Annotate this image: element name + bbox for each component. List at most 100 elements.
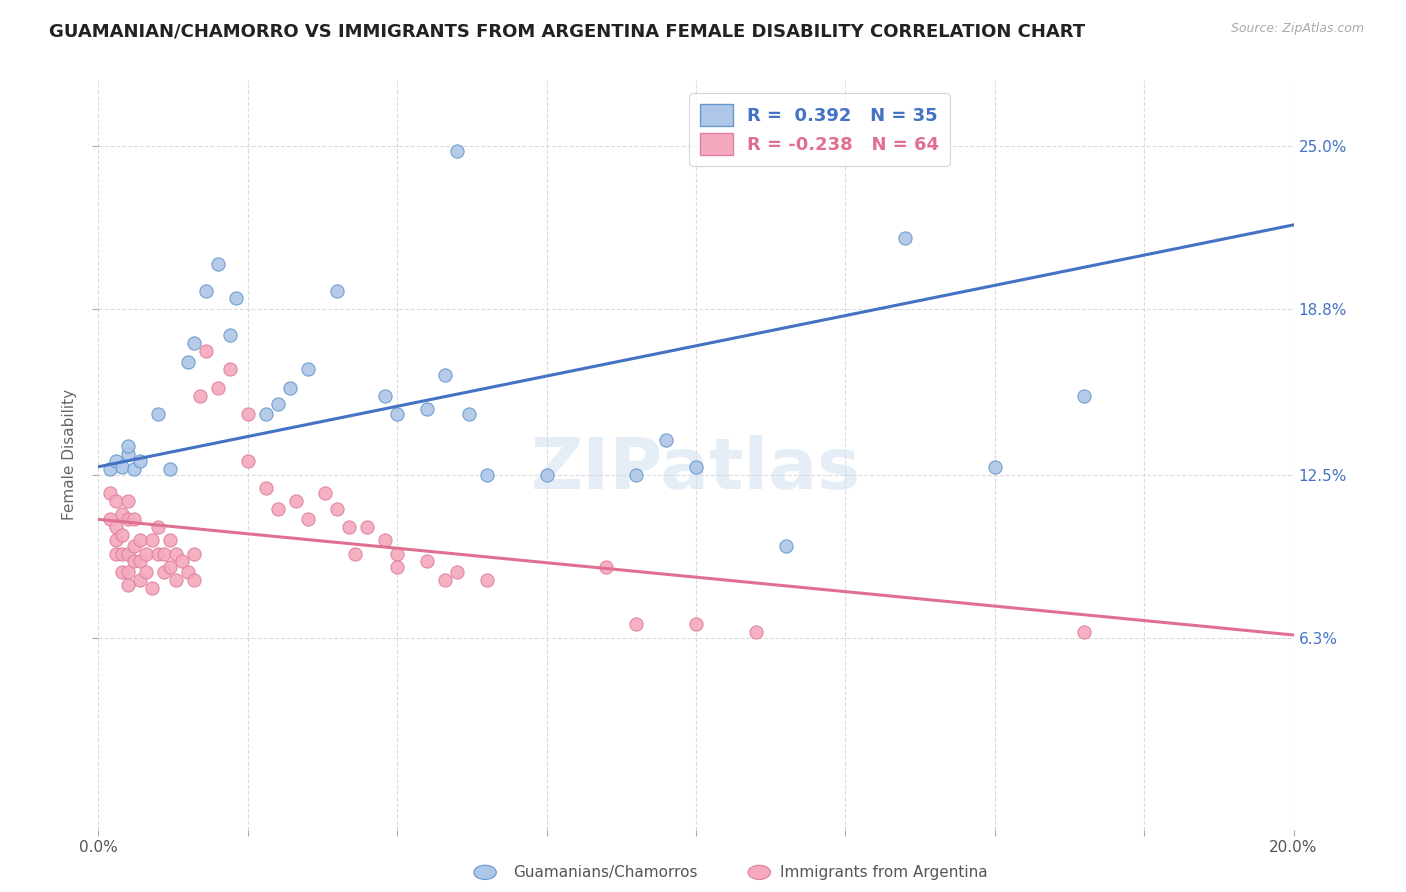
Point: [98, 486, 122, 500]
Point: [326, 501, 349, 516]
Point: [267, 501, 290, 516]
Point: [374, 533, 396, 548]
Point: [135, 547, 157, 561]
Point: [278, 381, 301, 395]
Text: ZIPatlas: ZIPatlas: [531, 435, 860, 504]
Point: [105, 520, 128, 534]
Point: [236, 407, 259, 421]
Point: [297, 362, 319, 376]
Point: [344, 547, 367, 561]
Point: [111, 565, 134, 579]
Text: GUAMANIAN/CHAMORRO VS IMMIGRANTS FROM ARGENTINA FEMALE DISABILITY CORRELATION CH: GUAMANIAN/CHAMORRO VS IMMIGRANTS FROM AR…: [49, 22, 1085, 40]
Point: [183, 547, 205, 561]
Point: [98, 512, 122, 526]
Point: [148, 520, 170, 534]
Point: [536, 467, 558, 482]
Point: [446, 565, 468, 579]
Point: [117, 494, 139, 508]
Point: [124, 539, 146, 553]
Point: [254, 481, 277, 495]
Point: [117, 578, 139, 592]
Point: [475, 573, 498, 587]
Point: [225, 292, 247, 306]
Point: [685, 617, 707, 632]
Point: [775, 539, 797, 553]
Point: [207, 257, 229, 271]
Text: Immigrants from Argentina: Immigrants from Argentina: [780, 865, 988, 880]
Text: Guamanians/Chamorros: Guamanians/Chamorros: [513, 865, 697, 880]
Point: [117, 565, 139, 579]
Legend: R =  0.392   N = 35, R = -0.238   N = 64: R = 0.392 N = 35, R = -0.238 N = 64: [689, 93, 950, 166]
Point: [626, 617, 648, 632]
Point: [159, 533, 181, 548]
Text: Source: ZipAtlas.com: Source: ZipAtlas.com: [1230, 22, 1364, 36]
Point: [1073, 389, 1095, 403]
Point: [339, 520, 361, 534]
Point: [165, 547, 187, 561]
Point: [219, 362, 242, 376]
Point: [111, 547, 134, 561]
Point: [98, 462, 122, 476]
Point: [159, 559, 181, 574]
Point: [165, 573, 187, 587]
Point: [141, 581, 163, 595]
Point: [207, 381, 229, 395]
Point: [148, 407, 170, 421]
Point: [385, 547, 409, 561]
Point: [153, 565, 176, 579]
Point: [129, 554, 152, 568]
Point: [195, 284, 218, 298]
Point: [745, 625, 768, 640]
Point: [129, 533, 152, 548]
Point: [141, 533, 163, 548]
Point: [374, 389, 396, 403]
Point: [195, 344, 218, 359]
Point: [153, 547, 176, 561]
Point: [595, 559, 617, 574]
Point: [685, 459, 707, 474]
Point: [446, 145, 468, 159]
Point: [219, 328, 242, 343]
Point: [177, 354, 200, 368]
Point: [124, 554, 146, 568]
Point: [254, 407, 277, 421]
Point: [111, 528, 134, 542]
Point: [117, 547, 139, 561]
Point: [124, 462, 146, 476]
Point: [124, 512, 146, 526]
Point: [416, 554, 439, 568]
Point: [1073, 625, 1095, 640]
Point: [111, 459, 134, 474]
Point: [385, 559, 409, 574]
Point: [356, 520, 378, 534]
Point: [183, 573, 205, 587]
Point: [434, 573, 457, 587]
Y-axis label: Female Disability: Female Disability: [62, 389, 77, 521]
Point: [297, 512, 319, 526]
Point: [284, 494, 307, 508]
Point: [159, 462, 181, 476]
Point: [183, 336, 205, 351]
Point: [894, 231, 917, 245]
Point: [458, 407, 481, 421]
Point: [236, 454, 259, 468]
Point: [105, 547, 128, 561]
Point: [655, 434, 678, 448]
Point: [117, 512, 139, 526]
Point: [129, 454, 152, 468]
Point: [117, 447, 139, 461]
Point: [315, 486, 337, 500]
Point: [105, 454, 128, 468]
Point: [626, 467, 648, 482]
Point: [148, 547, 170, 561]
Point: [117, 439, 139, 453]
Point: [267, 397, 290, 411]
Point: [177, 565, 200, 579]
Point: [135, 565, 157, 579]
Point: [172, 554, 194, 568]
Point: [416, 401, 439, 416]
Point: [326, 284, 349, 298]
Point: [475, 467, 498, 482]
Point: [105, 494, 128, 508]
Point: [111, 507, 134, 521]
